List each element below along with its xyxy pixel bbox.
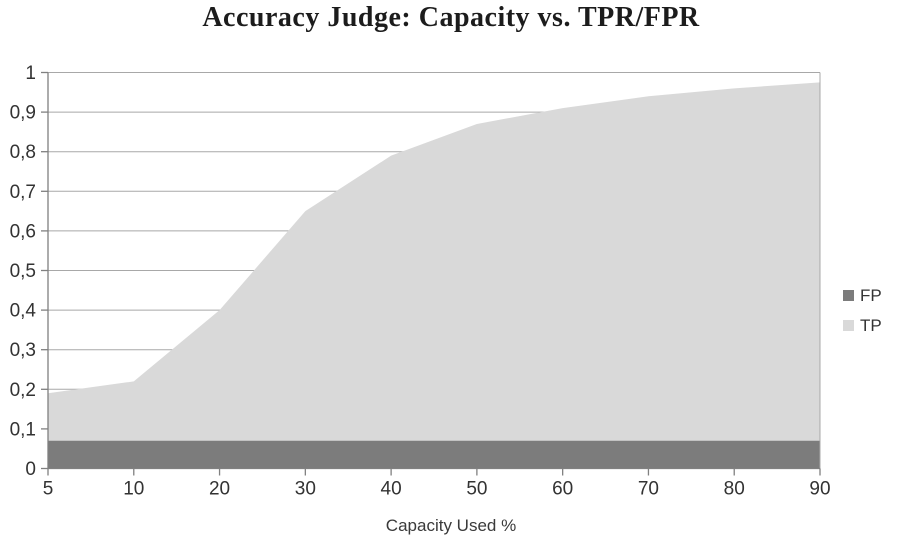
tp-swatch-icon [843, 320, 854, 331]
legend: FP TP [843, 287, 882, 334]
y-tick-label: 0,6 [10, 221, 36, 242]
x-tick-label: 5 [43, 479, 54, 500]
x-tick-label: 20 [209, 479, 230, 500]
y-tick-label: 0,8 [10, 142, 36, 163]
x-tick-label: 30 [295, 479, 316, 500]
y-tick-label: 0,2 [10, 380, 36, 401]
legend-label-tp: TP [860, 316, 882, 335]
area-fp [48, 440, 820, 469]
fp-swatch-icon [843, 290, 854, 301]
legend-item-tp: TP [843, 317, 882, 334]
chart-title: Accuracy Judge: Capacity vs. TPR/FPR [202, 2, 700, 33]
y-tick-label: 0,3 [10, 340, 36, 361]
x-tick-label: 10 [123, 479, 144, 500]
y-tick-label: 0,9 [10, 103, 36, 124]
x-tick-label: 40 [381, 479, 402, 500]
y-tick-label: 0,4 [10, 301, 37, 322]
x-tick-label: 90 [809, 479, 830, 500]
y-tick-label: 1 [25, 63, 36, 84]
x-tick-label: 80 [724, 479, 745, 500]
x-axis-title: Capacity Used % [385, 516, 517, 535]
x-tick-label: 60 [552, 479, 573, 500]
y-tick-label: 0 [25, 459, 36, 480]
y-tick-label: 0,5 [10, 261, 36, 282]
y-tick-label: 0,7 [10, 182, 36, 203]
area-tp [48, 82, 820, 469]
legend-item-fp: FP [843, 287, 882, 304]
x-tick-label: 70 [638, 479, 659, 500]
y-tick-label: 0,1 [10, 419, 36, 440]
x-tick-label: 50 [466, 479, 487, 500]
legend-label-fp: FP [860, 286, 882, 305]
